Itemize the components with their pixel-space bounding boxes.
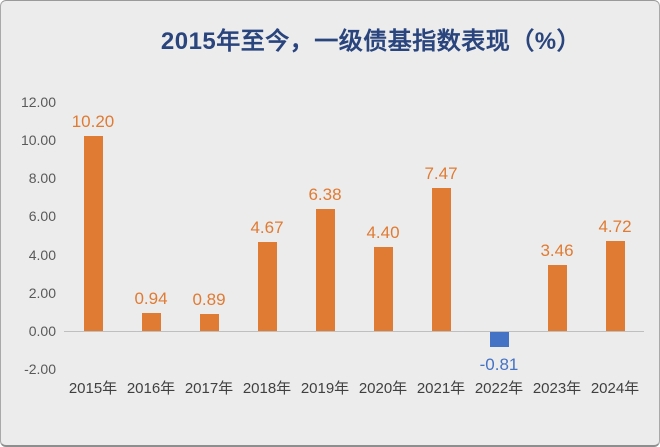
x-axis-label: 2019年 (300, 380, 350, 397)
bar-value-label: 3.46 (540, 240, 574, 260)
x-axis-label: 2021年 (416, 380, 466, 397)
bar-value-label: 4.40 (366, 222, 400, 242)
bar-value-label: 10.20 (71, 112, 115, 132)
x-axis-label: 2018年 (242, 380, 292, 397)
bar-2016年 (141, 313, 161, 331)
bar-2024年 (605, 240, 625, 331)
y-axis-tick-label: 12.00 (20, 93, 56, 110)
x-axis-label: 2022年 (474, 380, 524, 397)
x-axis-label: 2015年 (68, 380, 118, 397)
bar-2023年 (547, 264, 567, 331)
bar-2022年 (489, 332, 509, 348)
bar-value-label: 4.67 (250, 217, 284, 237)
y-axis-tick-label: 10.00 (20, 132, 56, 148)
bar-value-label: 4.72 (598, 216, 632, 236)
chart-title: 2015年至今，一级债基指数表现（%） (160, 28, 582, 55)
x-axis-label: 2017年 (184, 380, 234, 397)
bar-value-label: 7.47 (424, 164, 458, 184)
bar-value-label: 6.38 (308, 185, 342, 205)
y-axis-tick-label: 0.00 (28, 323, 56, 339)
bar-2017年 (199, 314, 219, 331)
x-axis-line (64, 330, 644, 332)
bar-2018年 (257, 241, 277, 331)
x-axis-label: 2023年 (532, 380, 582, 397)
y-axis-tick-label: 8.00 (28, 170, 56, 187)
bar-value-label: -0.81 (479, 355, 519, 375)
y-axis-tick-label: 6.00 (28, 208, 56, 225)
bar-value-label: 0.89 (192, 290, 226, 309)
y-axis-tick-label: 4.00 (28, 246, 56, 263)
bar-2019年 (315, 209, 335, 331)
bar-2015年 (83, 136, 103, 331)
bar-2021年 (431, 188, 451, 331)
y-axis-tick-label: -2.00 (24, 361, 56, 378)
x-axis-label: 2016年 (126, 380, 176, 397)
x-axis-label: 2024年 (590, 380, 640, 397)
y-axis-tick-label: 2.00 (28, 284, 56, 301)
bar-2020年 (373, 246, 393, 331)
bar-value-label: 0.94 (134, 289, 168, 309)
x-axis-label: 2020年 (358, 380, 408, 397)
